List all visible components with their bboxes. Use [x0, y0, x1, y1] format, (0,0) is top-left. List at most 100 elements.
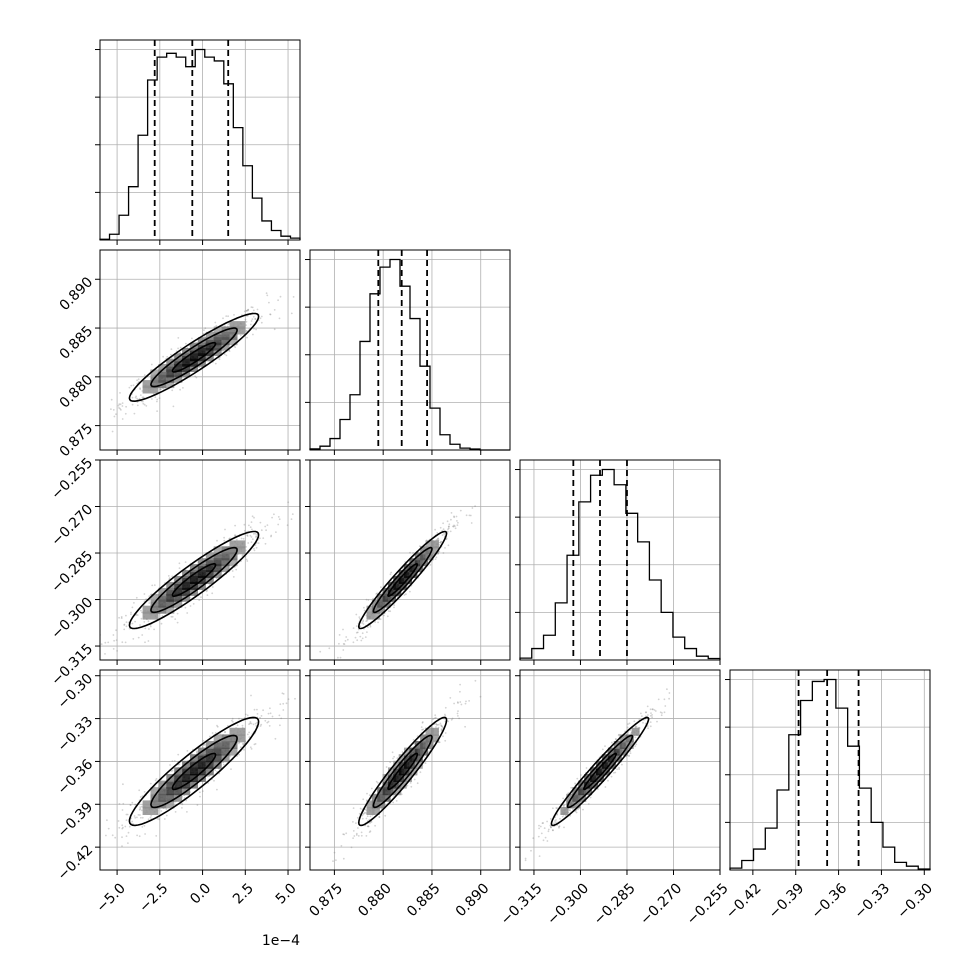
density-cell	[221, 558, 230, 567]
scatter-point	[252, 532, 255, 535]
x-ticks	[116, 240, 289, 245]
scatter-point	[144, 627, 147, 630]
density-cell	[142, 385, 151, 394]
density-cell	[158, 793, 167, 802]
scatter-point	[355, 822, 357, 824]
scatter-point	[651, 714, 653, 716]
scatter-point	[352, 627, 355, 629]
scatter-point	[383, 614, 385, 617]
scatter-point	[553, 822, 555, 825]
density-cell	[414, 754, 423, 763]
scatter-point	[199, 791, 201, 794]
scatter-point	[139, 624, 141, 626]
density-cell	[213, 747, 222, 756]
scatter-point	[252, 723, 255, 726]
scatter-point	[251, 515, 254, 518]
density-cell	[409, 570, 418, 579]
grid-lines	[520, 670, 720, 870]
scatter-point	[539, 825, 542, 828]
density-cell	[197, 348, 206, 356]
scatter-point	[139, 388, 142, 391]
scatter-point	[249, 526, 252, 529]
y-ticks	[515, 469, 520, 613]
y-tick-label: 0.875	[57, 421, 97, 461]
density-cell	[377, 599, 386, 608]
panel-frame	[519, 669, 721, 871]
scatter-point	[355, 613, 358, 616]
density-cell	[150, 800, 159, 809]
scatter-point	[292, 296, 295, 298]
scatter-point	[615, 738, 617, 741]
scatter-point	[363, 609, 366, 612]
scatter-point	[552, 829, 554, 832]
scatter-point	[589, 796, 592, 799]
scatter-point	[406, 784, 409, 787]
density-cell	[150, 787, 159, 796]
density-cell	[596, 774, 604, 782]
scatter-point	[256, 713, 259, 715]
scatter-point	[268, 725, 271, 727]
scatter-point	[264, 542, 267, 545]
density-cell	[174, 374, 183, 383]
scatter-point	[133, 602, 135, 604]
y-ticks	[95, 459, 100, 647]
scatter-point	[179, 346, 182, 349]
scatter-point	[233, 314, 235, 316]
scatter-point	[459, 701, 462, 703]
density-cell	[237, 727, 246, 736]
scatter-point	[628, 722, 631, 725]
density-cell	[425, 546, 434, 555]
scatter-point	[127, 831, 130, 834]
scatter-point	[432, 718, 434, 720]
scatter-point	[223, 539, 226, 542]
density-cell	[237, 734, 246, 743]
density-cell	[590, 767, 599, 776]
density-cell	[613, 747, 622, 756]
scatter-point	[549, 818, 552, 820]
density-cell	[237, 546, 246, 555]
scatter-point	[178, 567, 181, 570]
scatter-point	[140, 617, 143, 620]
scatter-point	[165, 808, 168, 810]
scatter-point	[362, 798, 365, 801]
scatter-point	[275, 531, 277, 533]
density-cell	[366, 807, 375, 815]
histogram-1	[99, 48, 301, 240]
scatter-point	[140, 609, 142, 612]
density-cell	[221, 564, 230, 573]
scatter-point	[359, 807, 362, 810]
scatter-point	[647, 727, 649, 730]
scatter-point	[342, 833, 345, 836]
scatter-point	[384, 814, 387, 817]
scatter-point	[369, 625, 372, 628]
scatter-point	[249, 746, 252, 749]
density-cell	[409, 760, 418, 769]
scatter-point	[393, 606, 395, 609]
scatter-point	[389, 761, 392, 764]
scatter-point	[138, 397, 141, 400]
scatter-point	[269, 707, 271, 710]
density-cell	[213, 552, 222, 561]
scatter-point	[113, 415, 116, 418]
scatter-point	[253, 743, 256, 746]
x-tick-label: −0.300	[544, 880, 592, 928]
density-cell	[388, 587, 396, 596]
scatter-point	[139, 807, 142, 810]
scatter-point	[444, 713, 446, 716]
scatter-point	[580, 774, 582, 776]
scatter-point	[245, 309, 248, 312]
scatter-point	[471, 507, 474, 509]
scatter-point	[273, 513, 275, 516]
scatter-point	[367, 599, 370, 601]
density-cell	[205, 342, 214, 351]
density-cells	[366, 727, 439, 815]
scatter-point	[555, 821, 557, 824]
scatter-point	[140, 816, 142, 819]
scatter-point	[252, 333, 254, 336]
density-cell	[166, 793, 175, 802]
x-ticks	[533, 660, 721, 665]
contour-3	[357, 530, 448, 630]
scatter-point	[562, 804, 565, 807]
scatter-point	[286, 524, 289, 527]
